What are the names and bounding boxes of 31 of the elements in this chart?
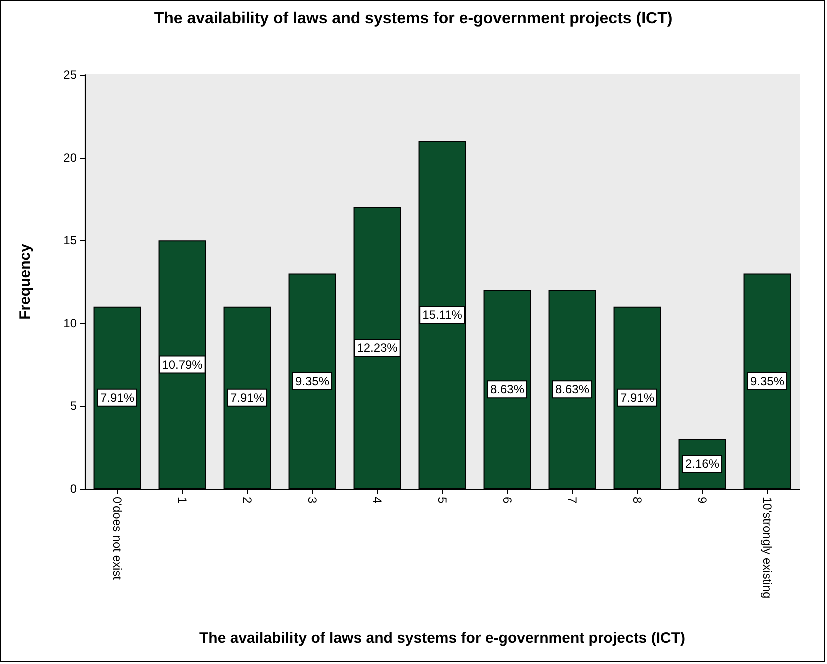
annotation: 9.35%: [750, 374, 785, 388]
x-tick-label: 1: [176, 497, 190, 504]
y-tick-label: 20: [64, 150, 78, 165]
x-tick-label: 7: [566, 497, 580, 504]
annotation: 7.91%: [230, 390, 265, 405]
y-tick-label: 0: [70, 482, 78, 496]
annotation: 7.91%: [620, 390, 655, 405]
annotation: 9.35%: [295, 374, 330, 388]
x-tick-label: 10'strongly existing: [760, 497, 774, 599]
y-tick-label: 5: [70, 399, 78, 414]
annotation: 15.11%: [422, 308, 463, 322]
annotation: 8.63%: [490, 382, 525, 397]
annotation: 8.63%: [555, 382, 590, 397]
y-tick-label: 15: [64, 234, 78, 248]
x-tick-label: 2: [240, 497, 254, 504]
annotation: 10.79%: [162, 358, 204, 372]
x-tick-label: 5: [436, 497, 450, 504]
y-tick-label: 25: [64, 68, 78, 82]
x-axis-title: The availability of laws and systems for e-government projects (ICT): [200, 630, 686, 647]
x-tick-label: 4: [370, 497, 384, 504]
chart-title: The availability of laws and systems for e-government projects (ICT): [154, 10, 673, 28]
x-tick-label: 9: [696, 497, 710, 504]
annotation: 7.91%: [100, 390, 135, 405]
x-tick-label: 6: [500, 497, 514, 504]
x-tick-label: 8: [630, 497, 644, 504]
y-axis-title: Frequency: [17, 243, 34, 320]
y-tick-label: 10: [64, 316, 78, 330]
x-tick-label: 0'does not exist: [110, 497, 124, 581]
x-tick-label: 3: [306, 497, 320, 504]
annotation: 12.23%: [357, 341, 398, 356]
annotation: 2.16%: [685, 457, 720, 472]
